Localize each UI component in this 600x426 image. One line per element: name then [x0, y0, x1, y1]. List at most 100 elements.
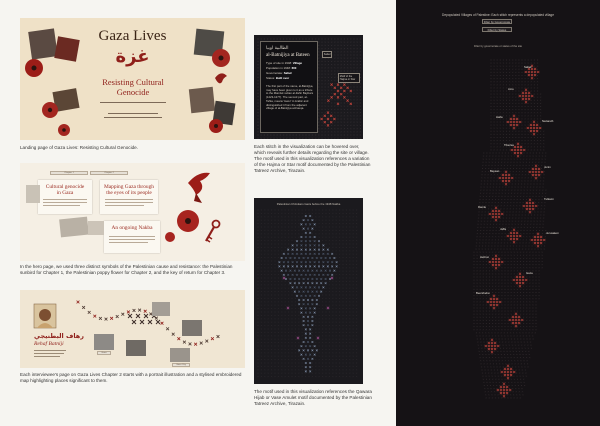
cross-stitch[interactable] [330, 134, 333, 136]
cross-stitch[interactable] [498, 236, 500, 238]
cross-stitch[interactable] [324, 89, 326, 91]
cross-stitch[interactable] [513, 276, 515, 278]
cross-stitch[interactable] [476, 325, 478, 328]
cross-stitch[interactable] [529, 226, 532, 229]
cross-stitch[interactable] [318, 38, 320, 40]
cross-stitch[interactable] [512, 136, 514, 139]
cross-stitch[interactable] [298, 369, 300, 371]
cross-stitch[interactable] [485, 353, 487, 356]
cross-stitch[interactable] [477, 217, 480, 219]
cross-stitch[interactable] [521, 347, 523, 349]
cross-stitch[interactable] [335, 256, 337, 259]
cross-stitch[interactable] [352, 284, 354, 286]
cross-stitch[interactable] [311, 338, 314, 340]
cross-stitch[interactable] [330, 44, 333, 47]
cross-stitch[interactable] [359, 108, 362, 111]
cross-stitch[interactable] [515, 99, 517, 101]
cross-stitch[interactable] [342, 216, 344, 218]
cross-stitch[interactable] [494, 356, 497, 359]
cross-stitch[interactable] [294, 280, 297, 283]
cross-stitch[interactable] [257, 365, 259, 368]
cross-stitch[interactable] [335, 270, 337, 272]
cross-stitch[interactable] [535, 316, 537, 318]
cross-stitch[interactable] [328, 331, 331, 334]
cross-stitch[interactable] [328, 345, 331, 347]
cross-stitch[interactable] [527, 124, 529, 126]
cross-stitch[interactable] [298, 321, 300, 323]
cross-stitch[interactable] [490, 177, 492, 179]
cross-stitch[interactable] [337, 124, 339, 127]
cross-stitch[interactable] [479, 257, 481, 260]
cross-stitch[interactable] [349, 352, 351, 354]
cross-stitch[interactable] [287, 345, 290, 347]
cross-stitch[interactable] [515, 133, 517, 136]
cross-stitch[interactable] [512, 102, 514, 105]
cross-stitch[interactable] [257, 311, 259, 313]
cross-stitch[interactable] [518, 124, 520, 126]
cross-stitch[interactable] [355, 294, 358, 296]
cross-stitch[interactable] [281, 243, 283, 245]
cross-stitch[interactable] [304, 219, 307, 221]
cross-stitch[interactable] [513, 155, 516, 157]
cross-stitch[interactable] [522, 335, 525, 337]
cross-stitch[interactable] [349, 233, 351, 235]
cross-stitch[interactable] [535, 273, 537, 275]
cross-stitch[interactable] [304, 209, 307, 211]
cross-stitch[interactable] [342, 358, 344, 361]
cross-stitch[interactable] [291, 345, 293, 347]
cross-stitch[interactable] [337, 105, 339, 107]
cross-stitch[interactable] [345, 328, 348, 330]
cross-stitch[interactable] [502, 186, 504, 188]
cross-stitch[interactable] [277, 321, 280, 323]
cross-stitch[interactable] [511, 217, 514, 219]
cross-stitch[interactable] [532, 270, 534, 272]
cross-stitch[interactable] [298, 229, 300, 232]
cross-stitch[interactable] [524, 68, 526, 70]
cross-stitch[interactable] [515, 93, 517, 95]
cross-stitch[interactable] [480, 344, 483, 346]
cross-stitch[interactable] [506, 211, 508, 213]
cross-stitch[interactable] [495, 291, 497, 294]
cross-stitch[interactable] [519, 245, 521, 247]
cross-stitch[interactable] [335, 348, 337, 351]
cross-stitch[interactable] [267, 324, 269, 327]
cross-stitch[interactable] [257, 219, 259, 221]
cross-stitch[interactable] [335, 338, 337, 340]
cross-stitch[interactable] [318, 212, 320, 215]
cross-stitch[interactable] [267, 260, 269, 262]
cross-stitch[interactable] [345, 219, 348, 221]
cross-stitch[interactable] [494, 332, 496, 334]
cross-stitch[interactable] [479, 192, 482, 194]
cross-stitch[interactable] [284, 290, 286, 293]
cross-stitch[interactable] [298, 216, 300, 218]
cross-stitch[interactable] [522, 198, 525, 201]
cross-stitch[interactable] [324, 67, 326, 69]
cross-stitch[interactable] [476, 313, 478, 315]
cross-stitch[interactable] [488, 270, 491, 272]
cross-stitch[interactable] [507, 195, 509, 198]
cross-stitch[interactable] [501, 254, 503, 256]
cross-stitch[interactable] [298, 277, 301, 281]
cross-stitch[interactable] [335, 307, 337, 310]
cross-stitch[interactable] [530, 136, 532, 139]
cross-stitch[interactable] [522, 301, 525, 303]
cross-stitch[interactable] [533, 96, 536, 98]
cross-stitch[interactable] [508, 71, 511, 74]
cross-stitch[interactable] [513, 356, 515, 359]
cross-stitch[interactable] [345, 233, 348, 235]
cross-stitch[interactable] [306, 324, 310, 327]
cross-stitch[interactable] [515, 130, 517, 132]
cross-stitch[interactable] [260, 233, 263, 235]
cross-stitch[interactable] [532, 189, 535, 191]
cross-stitch[interactable] [482, 325, 484, 328]
cross-stitch[interactable] [507, 158, 509, 160]
cross-stitch[interactable] [532, 155, 534, 157]
cross-stitch[interactable] [298, 269, 301, 272]
cross-stitch[interactable] [321, 131, 323, 133]
cross-stitch[interactable] [281, 304, 283, 306]
cross-stitch[interactable] [538, 279, 540, 281]
cross-stitch[interactable] [300, 240, 303, 243]
cross-stitch[interactable] [499, 112, 501, 114]
cross-stitch[interactable] [492, 223, 495, 225]
cross-stitch[interactable] [321, 260, 324, 262]
